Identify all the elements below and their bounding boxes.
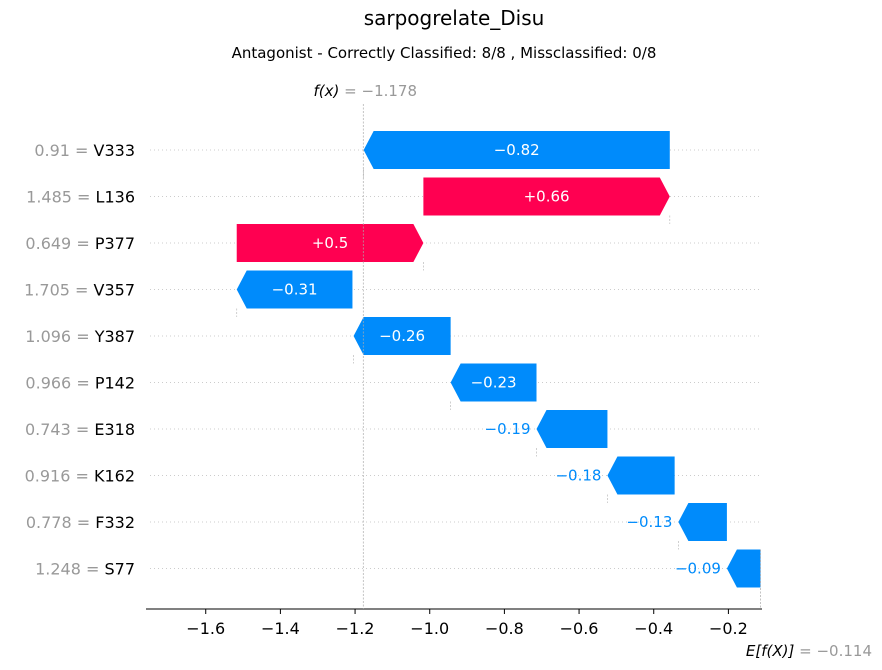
connector-lines: [236, 169, 679, 550]
positive-bar: [236, 224, 424, 262]
feature-name: F332: [95, 513, 135, 532]
negative-bar: [236, 270, 353, 309]
base-name: E[f(X)]: [746, 642, 795, 660]
feature-value: 0.778: [26, 513, 72, 532]
base-annotation: E[f(X)] = −0.114: [746, 642, 872, 660]
x-tick-label: −0.8: [485, 619, 524, 638]
negative-bar: [607, 456, 675, 495]
feature-label: 0.649 = P377: [25, 234, 135, 253]
feature-value: 1.485: [26, 188, 72, 207]
feature-value: 0.966: [25, 374, 71, 393]
negative-bar: [678, 503, 727, 541]
bars: −0.82 +0.66 +0.5 −0.31 −0.26 −0.23 −0.19 −0.18 −…: [236, 131, 761, 588]
chart-subtitle: Antagonist - Correctly Classified: 8/8 ,…: [232, 44, 657, 62]
feature-name: K162: [94, 467, 135, 486]
x-tick-label: −1.4: [261, 619, 300, 638]
bar-value-label: −0.19: [485, 420, 531, 438]
chart-title: sarpogrelate_Disu: [364, 6, 545, 30]
feature-label: 1.485 = L136: [26, 188, 135, 207]
x-tick-label: −1.2: [336, 619, 375, 638]
negative-bar: [536, 410, 608, 448]
feature-name: S77: [104, 560, 135, 579]
bar-value-label: −0.13: [626, 513, 672, 531]
bar-value-label: −0.18: [555, 467, 601, 485]
bar-value-label: −0.31: [272, 281, 318, 299]
feature-label: 0.91 = V333: [34, 141, 135, 160]
feature-value: 1.248: [35, 560, 81, 579]
x-tick-label: −0.4: [634, 619, 673, 638]
negative-bar: [353, 317, 451, 355]
fx-value: −1.178: [362, 82, 418, 100]
feature-name: V333: [94, 141, 135, 160]
feature-value: 0.743: [25, 420, 71, 439]
feature-value: 0.649: [25, 234, 71, 253]
feature-value: 1.096: [25, 327, 71, 346]
feature-label: 0.743 = E318: [25, 420, 135, 439]
negative-bar: [450, 363, 537, 402]
feature-value: 1.705: [24, 281, 70, 300]
feature-labels: 0.91 = V333 1.485 = L136 0.649 = P377 1.705…: [24, 141, 135, 579]
x-axis: −1.6 −1.4 −1.2 −1.0 −0.8 −0.6 −0.4 −0.2: [146, 608, 762, 638]
bar-value-label: −0.23: [471, 374, 517, 392]
x-tick-label: −0.6: [560, 619, 599, 638]
x-tick-label: −0.2: [709, 619, 748, 638]
feature-name: P142: [95, 374, 135, 393]
feature-value: 0.91: [34, 141, 70, 160]
feature-label: 1.248 = S77: [35, 560, 135, 579]
bar-value-label: −0.09: [675, 560, 721, 578]
feature-name: L136: [96, 188, 135, 207]
feature-label: 0.778 = F332: [26, 513, 135, 532]
feature-name: P377: [95, 234, 135, 253]
feature-label: 0.916 = K162: [25, 467, 135, 486]
bar-value-label: +0.5: [312, 234, 348, 252]
negative-bar: [726, 549, 761, 588]
x-tick-label: −1.0: [410, 619, 449, 638]
bar-value-label: −0.82: [494, 141, 540, 159]
fx-name: f(x): [314, 82, 340, 100]
feature-label: 1.705 = V357: [24, 281, 135, 300]
negative-bar: [363, 131, 670, 169]
base-value: −0.114: [816, 642, 872, 660]
positive-bar: [423, 177, 670, 216]
feature-name: Y387: [94, 327, 135, 346]
bar-value-label: +0.66: [524, 188, 570, 206]
feature-label: 0.966 = P142: [25, 374, 135, 393]
fx-annotation: f(x) = −1.178: [314, 82, 418, 100]
x-tick-label: −1.6: [186, 619, 225, 638]
feature-name: V357: [94, 281, 135, 300]
feature-label: 1.096 = Y387: [25, 327, 135, 346]
feature-name: E318: [94, 420, 135, 439]
feature-value: 0.916: [25, 467, 71, 486]
bar-value-label: −0.26: [379, 327, 425, 345]
